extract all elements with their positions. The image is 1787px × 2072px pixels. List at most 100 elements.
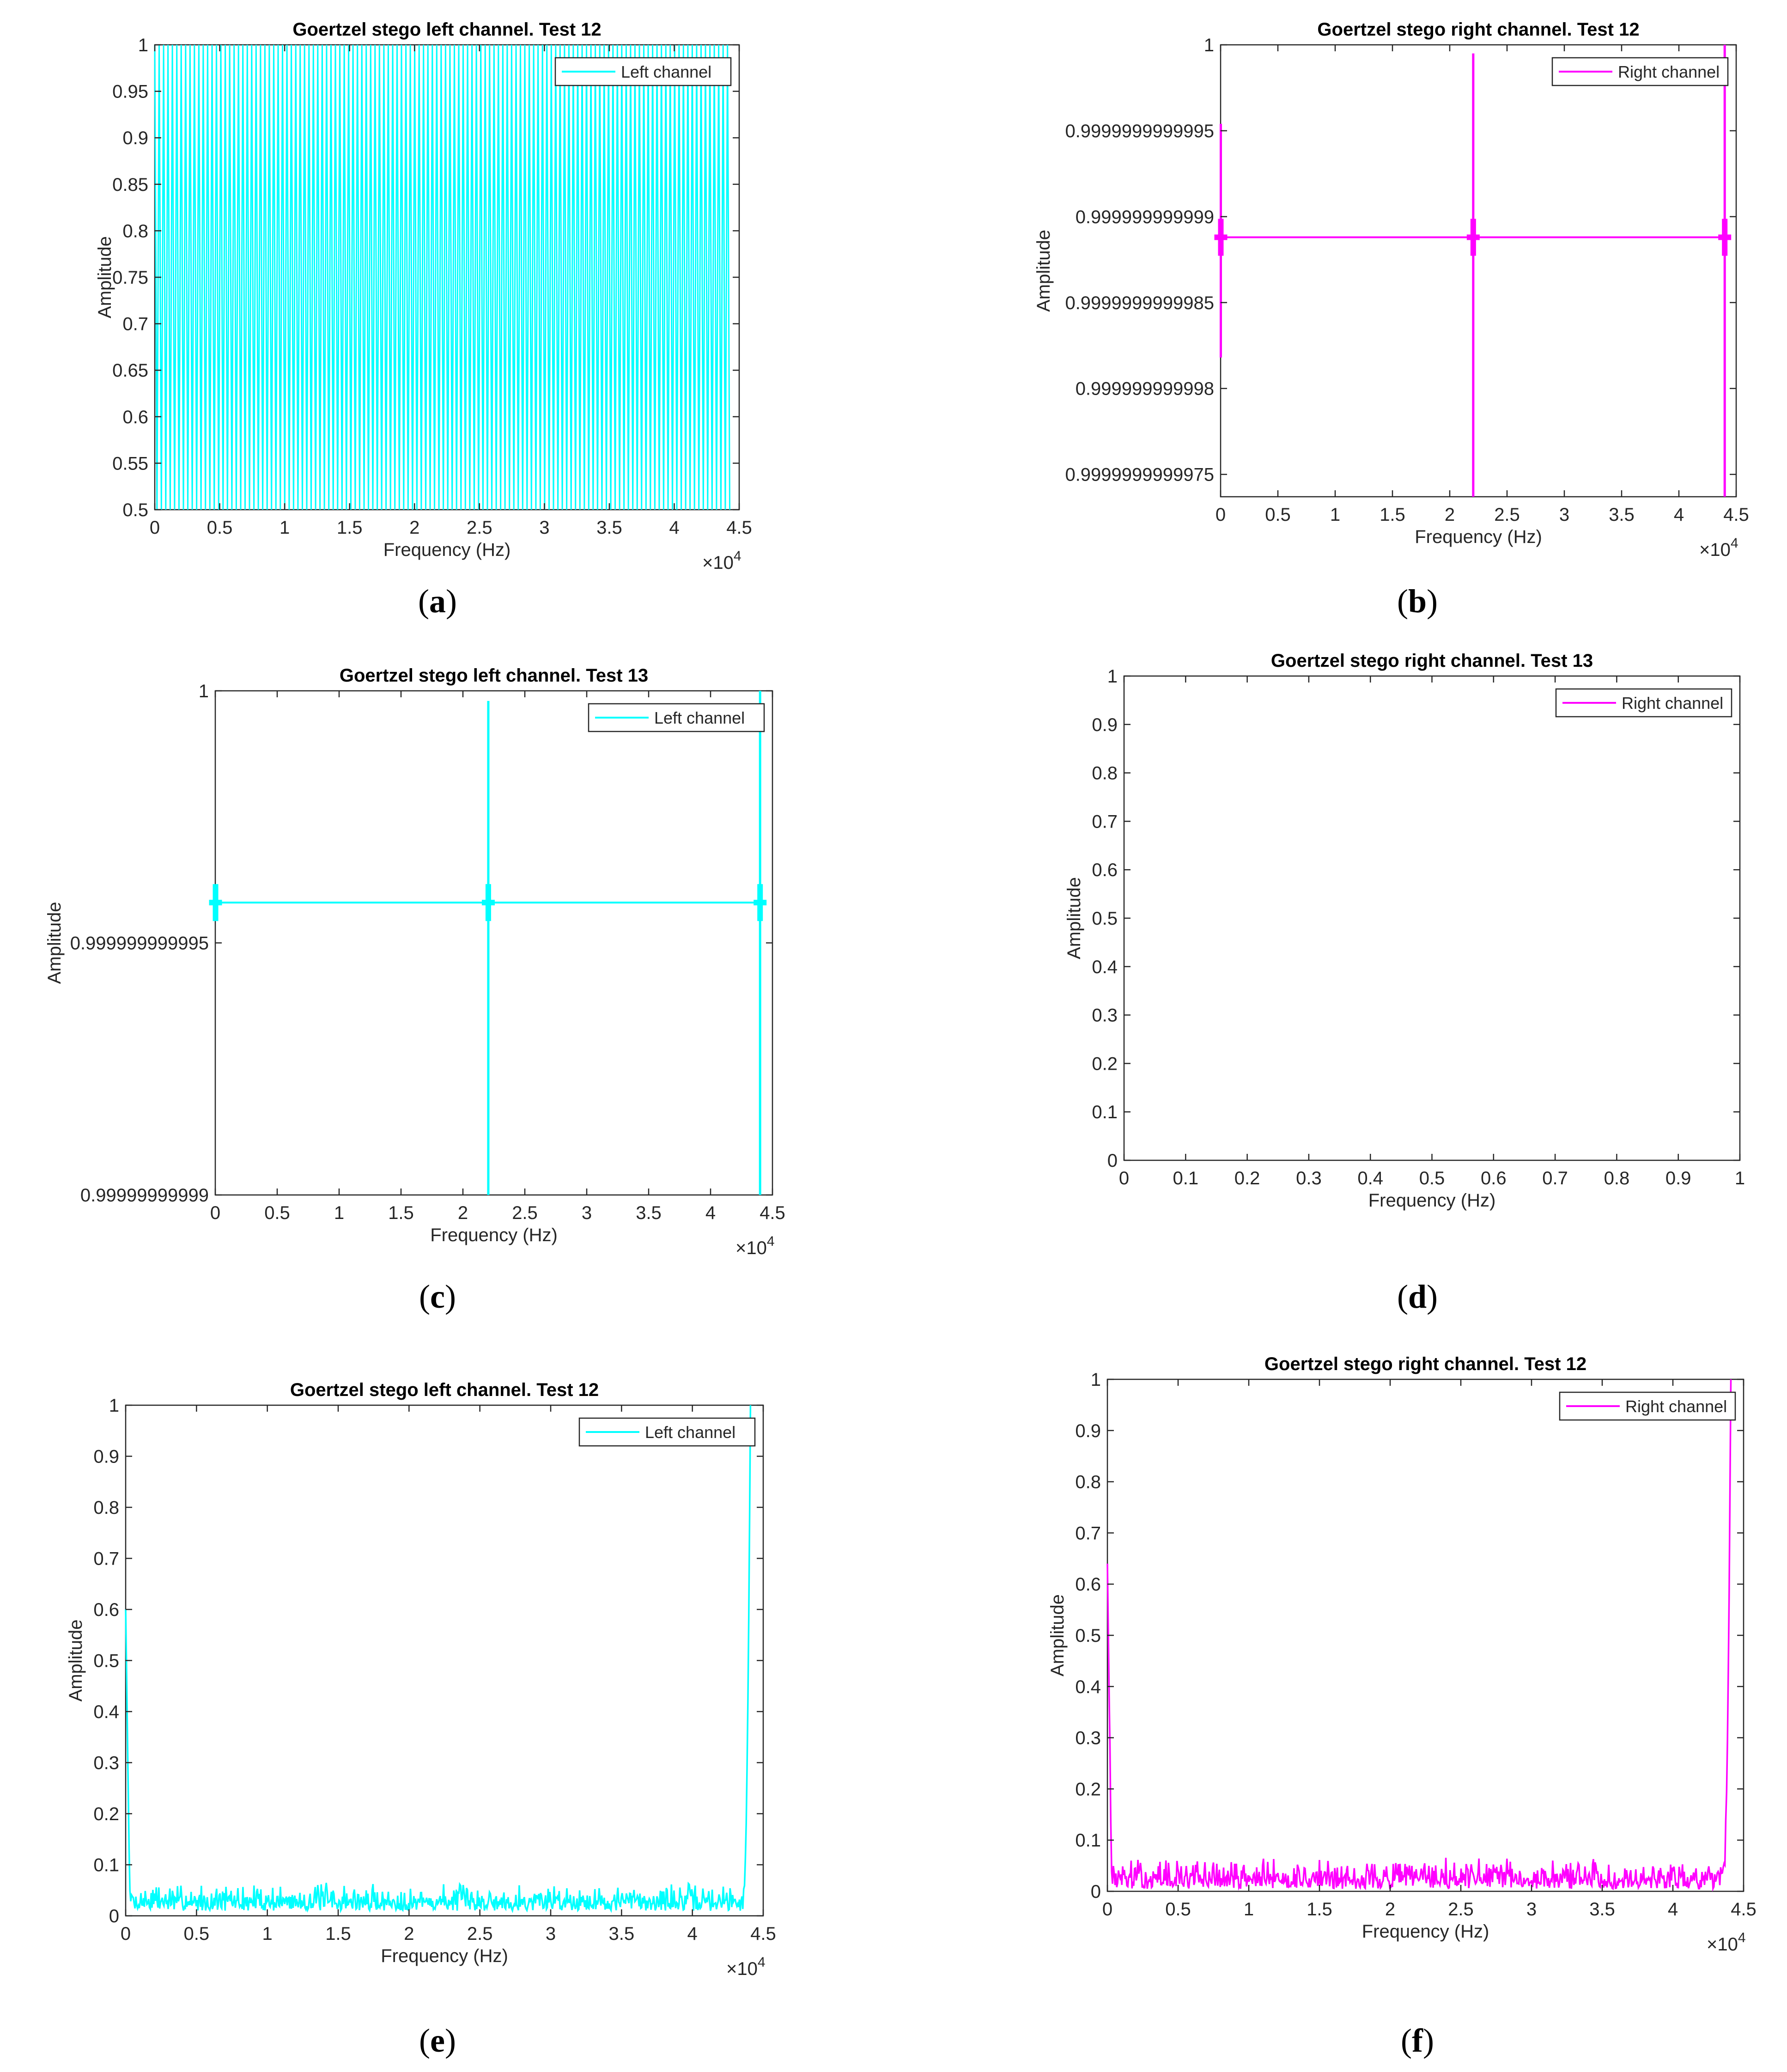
plot-area: [214, 690, 773, 1196]
y-tick-label: 0.3: [1092, 1006, 1118, 1026]
y-tick-label: 0.7: [1075, 1523, 1101, 1543]
legend: Right channel: [1555, 688, 1732, 718]
series-e: [125, 1405, 752, 1914]
x-tick-label: 1.5: [337, 518, 363, 538]
y-tick-label: 0.999999999995: [70, 933, 209, 954]
chart-d: 0 0.1 0.2 0.3 0.4 0.5 0.6 0.7 0.8 0.9 1 0 0.1 0.2 0.3 0…: [1064, 651, 1745, 1211]
x-axis-label: Frequency (Hz): [1362, 1921, 1489, 1942]
y-tick-label: 0.5: [1075, 1626, 1101, 1646]
y-tick-label: 0.4: [93, 1702, 119, 1722]
x-tick-label: 0.4: [1357, 1168, 1383, 1188]
legend-label: Left channel: [621, 62, 711, 81]
y-tick-label: 0.75: [112, 268, 148, 288]
x-tick-label: 3.5: [1589, 1899, 1615, 1920]
x-tick-label: 0.5: [1419, 1168, 1445, 1188]
y-tick-label: 0.7: [93, 1549, 119, 1569]
y-tick-label: 0.99999999999: [80, 1185, 209, 1206]
x-multiplier: ×104: [1699, 536, 1738, 560]
y-tick-label: 1: [138, 35, 148, 55]
plot-area: [1123, 675, 1741, 1161]
series-line: [154, 44, 730, 510]
x-tick-label: 0.7: [1542, 1168, 1568, 1188]
y-tick-label: 0.7: [1092, 811, 1118, 832]
chart-title: Goertzel stego right channel. Test 12: [1317, 19, 1639, 40]
chart-title: Goertzel stego left channel. Test 12: [290, 1380, 599, 1400]
y-tick-label: 0.9: [1075, 1421, 1101, 1441]
y-tick-label: 0.6: [93, 1600, 119, 1620]
series-line: [1106, 1379, 1732, 1892]
x-tick-label: 3: [1559, 505, 1569, 525]
caption-f: (f): [1401, 2022, 1434, 2059]
x-tick-label: 1.5: [325, 1924, 351, 1944]
x-tick-label: 1: [1735, 1168, 1745, 1188]
y-tick-label: 0.5: [122, 500, 148, 520]
x-tick-label: 3.5: [1609, 505, 1635, 525]
chart-b: 0 0.5 1 1.5 2 2.5 3 3.5 4 4.5 0.9999999999975 0.999…: [1033, 19, 1749, 560]
plot-area: [1106, 1378, 1744, 1892]
x-tick-label: 3.5: [596, 518, 622, 538]
x-tick-label: 3.5: [636, 1203, 662, 1223]
series-line: [125, 1405, 752, 1914]
legend: Right channel: [1559, 1391, 1736, 1421]
x-tick-label: 3.5: [609, 1924, 635, 1944]
y-tick-label: 0.65: [112, 360, 148, 381]
y-tick-label: 1: [1204, 35, 1214, 55]
y-tick-label: 0.9999999999985: [1065, 293, 1214, 313]
x-tick-label: 4.5: [1723, 505, 1749, 525]
y-tick-label: 0.8: [122, 221, 148, 241]
x-axis-label: Frequency (Hz): [1415, 527, 1542, 547]
x-tick-label: 3: [546, 1924, 556, 1944]
x-tick-label: 0.5: [1165, 1899, 1191, 1920]
x-tick-label: 0.8: [1604, 1168, 1630, 1188]
caption-d: (d): [1397, 1278, 1438, 1315]
x-tick-label: 0.5: [1265, 505, 1291, 525]
y-tick-label: 0.2: [93, 1804, 119, 1824]
y-tick-label: 0.9: [122, 128, 148, 148]
x-tick-label: 1.5: [1307, 1899, 1332, 1920]
x-tick-label: 1.5: [388, 1203, 414, 1223]
x-tick-label: 2.5: [512, 1203, 538, 1223]
x-tick-label: 4.5: [1731, 1899, 1757, 1920]
y-tick-label: 0.8: [93, 1498, 119, 1518]
x-tick-label: 2.5: [1448, 1899, 1474, 1920]
y-tick-label: 0.2: [1075, 1779, 1101, 1799]
x-tick-label: 2.5: [467, 518, 492, 538]
y-tick-label: 0: [1107, 1151, 1118, 1171]
y-tick-label: 1: [1107, 666, 1118, 687]
x-tick-label: 0.5: [184, 1924, 210, 1944]
x-tick-label: 4.5: [750, 1924, 776, 1944]
y-axis-label: Amplitude: [66, 1620, 86, 1702]
y-tick-label: 0.6: [122, 407, 148, 427]
y-tick-label: 0.1: [1092, 1102, 1118, 1122]
y-tick-label: 0.6: [1075, 1574, 1101, 1595]
x-tick-label: 0: [1102, 1899, 1112, 1920]
legend-label: Left channel: [645, 1423, 735, 1442]
legend-label: Left channel: [654, 708, 745, 727]
x-tick-label: 2: [1445, 505, 1455, 525]
chart-a: 0 0.5 1 1.5 2 2.5 3 3.5 4 4.50.50.550.60.650.70.7…: [95, 19, 752, 573]
x-tick-label: 0: [1216, 505, 1226, 525]
x-tick-label: 0.2: [1234, 1168, 1260, 1188]
series-c: [209, 691, 767, 1195]
x-multiplier: ×104: [702, 548, 742, 573]
y-tick-label: 0.999999999998: [1076, 379, 1214, 399]
y-tick-label: 0.6: [1092, 860, 1118, 880]
x-tick-label: 0: [150, 518, 160, 538]
x-tick-label: 3: [1526, 1899, 1537, 1920]
y-tick-label: 0.9: [1092, 715, 1118, 735]
x-tick-label: 0.3: [1296, 1168, 1322, 1188]
x-tick-label: 0.5: [264, 1203, 290, 1223]
x-multiplier: ×104: [1707, 1930, 1746, 1955]
y-tick-label: 0.3: [93, 1753, 119, 1773]
x-tick-label: 0: [121, 1924, 131, 1944]
y-tick-label: 0.1: [93, 1855, 119, 1876]
caption-e: (e): [419, 2022, 456, 2059]
y-tick-label: 1: [109, 1396, 119, 1416]
y-axis-label: Amplitude: [1047, 1594, 1068, 1676]
x-multiplier: ×104: [726, 1955, 766, 1979]
x-tick-label: 0: [210, 1203, 220, 1223]
x-tick-label: 2: [1385, 1899, 1395, 1920]
caption-c: (c): [419, 1278, 456, 1315]
plot-area: [1220, 44, 1737, 498]
